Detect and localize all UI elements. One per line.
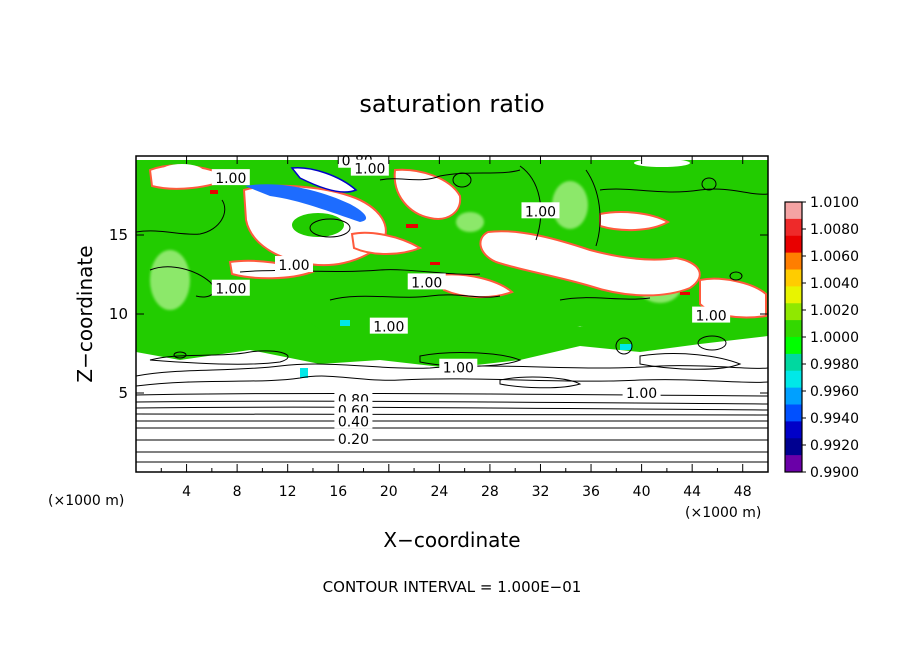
colorbar-label: 0.9920 [810, 438, 859, 454]
colorbar-label: 1.0080 [810, 222, 859, 238]
contour-label-bg [622, 384, 661, 400]
contour-label: 0.40 [338, 414, 369, 430]
x-tick-label: 40 [633, 484, 651, 500]
contour-label: 1.00 [215, 282, 246, 298]
colorbar-swatch [785, 404, 802, 422]
x-tick-label: 44 [683, 484, 701, 500]
contour-label-bg [407, 273, 446, 290]
y-tick-label: 15 [109, 226, 128, 244]
contour-label: 1.00 [373, 320, 404, 336]
colorbar-swatch [785, 269, 802, 287]
colorbar-label: 1.0060 [810, 249, 859, 265]
colorbar-swatch [785, 353, 802, 372]
colorbar-swatch [785, 438, 802, 456]
contour-label: 1.00 [411, 275, 442, 291]
contour-label-bg [334, 412, 373, 429]
contour-interval-note: CONTOUR INTERVAL = 1.000E−01 [323, 578, 582, 596]
contour-label: 1.00 [443, 361, 474, 377]
chart-title: saturation ratio [359, 90, 544, 118]
x-tick-label: 32 [532, 484, 550, 500]
y-axis: 5 10 15 [109, 226, 768, 402]
colorbar-swatch [785, 286, 802, 304]
colorbar-swatch [785, 252, 802, 270]
x-axis-label: X−coordinate [383, 528, 520, 552]
contour-label-bg [334, 429, 373, 446]
contour-label-bg [692, 306, 731, 323]
contour-label: 1.00 [278, 258, 309, 274]
colorbar-swatch [785, 218, 802, 237]
y-tick-label: 5 [118, 384, 128, 402]
colorbar-label: 1.0040 [810, 276, 859, 292]
contour-label-bg [275, 256, 313, 273]
y-tick-label: 10 [109, 305, 128, 323]
colorbar-swatch [785, 235, 802, 254]
colorbar-label: 1.0020 [810, 303, 859, 319]
colorbar-swatch [785, 421, 802, 439]
x-axis: 4 8 12 16 20 24 28 32 36 40 44 48 [160, 156, 752, 500]
x-axis-unit-right: (×1000 m) [685, 505, 761, 521]
contour-label-bg [439, 358, 478, 375]
colorbar-label: 1.0000 [810, 330, 859, 346]
colorbar-swatch [785, 387, 802, 405]
contour-label: 1.00 [696, 309, 727, 325]
colorbar-label: 0.9940 [810, 411, 859, 427]
contour-label-bg [211, 279, 250, 296]
contour-label-bg [369, 317, 408, 334]
heatmap-field [136, 156, 768, 472]
x-tick-label: 24 [430, 484, 448, 500]
x-tick-label: 8 [233, 484, 242, 500]
colorbar-label: 0.9900 [810, 465, 859, 481]
x-axis-unit-left: (×1000 m) [48, 493, 124, 509]
x-tick-label: 12 [279, 484, 297, 500]
colorbar-label: 0.9960 [810, 384, 859, 400]
x-tick-label: 4 [182, 484, 191, 500]
x-tick-label: 36 [582, 484, 600, 500]
contour-label: 1.00 [525, 204, 556, 220]
colorbar-swatch [785, 337, 802, 355]
colorbar: 1.0100 1.0080 1.0060 1.0040 1.0020 1.0000 0.99… [784, 195, 859, 481]
contour-label: 0.20 [338, 432, 369, 448]
x-tick-label: 28 [481, 484, 499, 500]
colorbar-label: 0.9980 [810, 357, 859, 373]
contour-label-bg [521, 202, 560, 219]
contour-label: 1.00 [215, 171, 246, 187]
x-tick-label: 16 [329, 484, 347, 500]
colorbar-swatch [785, 303, 802, 321]
y-axis-label: Z−coordinate [73, 245, 97, 382]
colorbar-label: 1.0100 [810, 195, 859, 211]
contour-label-bg [211, 169, 250, 186]
colorbar-swatch [785, 320, 802, 338]
contour-label: 1.00 [354, 162, 385, 178]
colorbar-swatch [785, 202, 802, 220]
colorbar-swatch [785, 370, 802, 389]
contour-labels: 0.801.001.001.001.001.001.001.001.001.00… [211, 151, 731, 448]
colorbar-swatch [785, 455, 802, 473]
contour-label: 1.00 [626, 386, 657, 402]
contour-label-bg [350, 159, 389, 176]
x-tick-label: 48 [734, 484, 752, 500]
x-tick-label: 20 [380, 484, 398, 500]
